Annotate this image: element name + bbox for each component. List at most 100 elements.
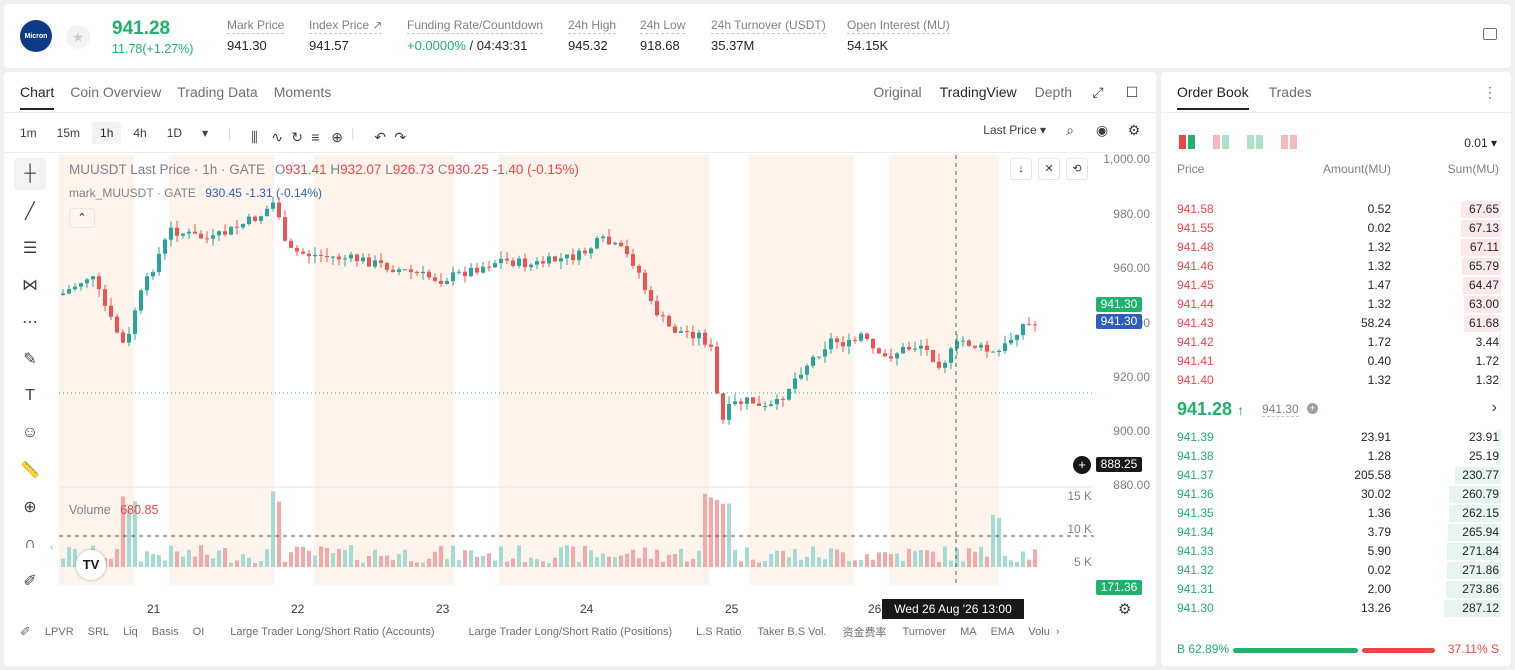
- indicator-ls-ratio[interactable]: L.S Ratio: [696, 626, 742, 638]
- bid-row[interactable]: 941.30 13.26 287.12: [1177, 599, 1501, 618]
- fib-tool-icon[interactable]: ⋯: [22, 314, 38, 331]
- price-type-select[interactable]: Last Price ▾: [983, 123, 1046, 137]
- ask-row[interactable]: 941.55 0.02 67.13: [1177, 219, 1501, 238]
- sum-cell: 3.44: [1475, 335, 1499, 349]
- ask-row[interactable]: 941.42 1.72 3.44: [1177, 333, 1501, 352]
- ask-row[interactable]: 941.58 0.52 67.65: [1177, 200, 1501, 219]
- refresh-icon[interactable]: ↻: [291, 129, 303, 145]
- candlestick-chart[interactable]: [59, 155, 1094, 585]
- indicator-ma[interactable]: MA: [960, 626, 977, 638]
- indicator-ema[interactable]: EMA: [990, 626, 1015, 638]
- ask-row[interactable]: 941.46 1.32 65.79: [1177, 257, 1501, 276]
- bid-row[interactable]: 941.39 23.91 23.91: [1177, 428, 1501, 447]
- pattern-tool-icon[interactable]: ⋈: [22, 277, 38, 294]
- timeframe-1m[interactable]: 1m: [20, 126, 37, 140]
- indicator-taker-vol[interactable]: Taker B.S Vol.: [757, 626, 827, 638]
- template-icon[interactable]: ≡: [311, 129, 320, 145]
- indicator-srl[interactable]: SRL: [87, 626, 110, 638]
- sum-cell: 23.91: [1468, 430, 1499, 444]
- camera-icon[interactable]: ◉: [1095, 122, 1109, 138]
- trendline-tool-icon[interactable]: ╱: [25, 203, 35, 220]
- pencil-tool-icon[interactable]: ✐: [23, 573, 37, 590]
- collapse-legend-chevron-up-icon[interactable]: ⌃: [69, 208, 95, 228]
- bid-row[interactable]: 941.35 1.36 262.15: [1177, 504, 1501, 523]
- bid-row[interactable]: 941.38 1.28 25.19: [1177, 447, 1501, 466]
- book-icon[interactable]: [1483, 28, 1497, 40]
- tab-depth[interactable]: Depth: [1034, 84, 1072, 100]
- indicators-icon[interactable]: ∿: [271, 129, 283, 145]
- timeframe-1h[interactable]: 1h: [92, 122, 122, 144]
- channel-tool-icon[interactable]: ☰: [22, 240, 38, 257]
- brush-tool-icon[interactable]: ✎: [23, 351, 37, 368]
- expand-icon[interactable]: ⤢: [1092, 84, 1104, 100]
- shield-info-icon[interactable]: +: [1307, 403, 1318, 414]
- magnet-tool-icon[interactable]: ∩: [24, 535, 36, 552]
- layout-bids-icon[interactable]: [1247, 135, 1263, 149]
- indicator-positions-ratio[interactable]: Large Trader Long/Short Ratio (Positions…: [468, 626, 673, 638]
- ask-row[interactable]: 941.44 1.32 63.00: [1177, 295, 1501, 314]
- candle-body: [523, 258, 527, 268]
- precision-select[interactable]: 0.01 ▾: [1464, 136, 1497, 150]
- redo-icon[interactable]: ↷: [394, 129, 407, 145]
- timeframe-15m[interactable]: 15m: [56, 126, 81, 140]
- indicator-liq[interactable]: Liq: [123, 626, 138, 638]
- favorite-star-icon[interactable]: ★: [66, 25, 90, 49]
- more-vertical-icon[interactable]: ⋮: [1483, 84, 1497, 100]
- settings-gear-icon[interactable]: ⚙: [1127, 122, 1141, 138]
- indicator-funding-rate[interactable]: 资金费率: [842, 627, 887, 639]
- bid-row[interactable]: 941.37 205.58 230.77: [1177, 466, 1501, 485]
- tab-original[interactable]: Original: [873, 84, 922, 100]
- tab-tradingview[interactable]: TradingView: [939, 84, 1017, 100]
- volume-bar: [865, 554, 869, 567]
- index-price-stat[interactable]: Index Price ↗ 941.57: [309, 18, 383, 53]
- edit-icon[interactable]: ✐: [20, 624, 31, 639]
- bid-row[interactable]: 941.34 3.79 265.94: [1177, 523, 1501, 542]
- zoom-in-tool-icon[interactable]: ⊕: [23, 499, 37, 516]
- search-icon[interactable]: ⌕: [1066, 122, 1074, 138]
- bid-row[interactable]: 941.33 5.90 271.84: [1177, 542, 1501, 561]
- toggle-icon[interactable]: ⟲: [1066, 158, 1088, 180]
- bid-row[interactable]: 941.36 30.02 260.79: [1177, 485, 1501, 504]
- indicator-turnover[interactable]: Turnover: [902, 626, 947, 638]
- crosshair-tool-icon[interactable]: ┼: [14, 158, 46, 190]
- indicator-oi[interactable]: OI: [192, 626, 205, 638]
- ask-row[interactable]: 941.40 1.32 1.32: [1177, 371, 1501, 390]
- timeframe-dropdown-icon[interactable]: ▾: [202, 126, 209, 140]
- add-alert-plus-icon[interactable]: +: [1073, 456, 1091, 474]
- indicator-accounts-ratio[interactable]: Large Trader Long/Short Ratio (Accounts): [230, 626, 435, 638]
- bid-row[interactable]: 941.32 0.02 271.86: [1177, 561, 1501, 580]
- timeframe-4h[interactable]: 4h: [133, 126, 147, 140]
- scroll-down-icon[interactable]: ↓: [1010, 158, 1032, 180]
- indicator-volume[interactable]: Volu: [1028, 626, 1050, 638]
- tab-coin-overview[interactable]: Coin Overview: [70, 84, 162, 100]
- indicator-lpvr[interactable]: LPVR: [44, 626, 74, 638]
- ask-row[interactable]: 941.41 0.40 1.72: [1177, 352, 1501, 371]
- tab-trades[interactable]: Trades: [1268, 84, 1312, 100]
- ask-row[interactable]: 941.48 1.32 67.11: [1177, 238, 1501, 257]
- undo-icon[interactable]: ↶: [374, 129, 387, 145]
- tab-chart[interactable]: Chart: [20, 84, 55, 110]
- ruler-tool-icon[interactable]: 📏: [20, 462, 40, 479]
- text-tool-icon[interactable]: T: [25, 387, 35, 404]
- candlestick-icon[interactable]: ⫼: [251, 129, 258, 145]
- indicator-basis[interactable]: Basis: [151, 626, 179, 638]
- layout-asks-icon[interactable]: [1281, 135, 1297, 149]
- chevron-right-icon[interactable]: ›: [1055, 626, 1060, 638]
- close-x-icon[interactable]: ✕: [1038, 158, 1060, 180]
- chevron-right-icon[interactable]: ›: [1491, 399, 1497, 416]
- timeframe-1d[interactable]: 1D: [166, 126, 183, 140]
- add-indicator-icon[interactable]: ⊕: [331, 129, 343, 145]
- layout-split-icon[interactable]: [1213, 135, 1229, 149]
- ask-row[interactable]: 941.45 1.47 64.47: [1177, 276, 1501, 295]
- collapse-left-chevron-icon[interactable]: ‹: [50, 542, 54, 553]
- emoji-tool-icon[interactable]: ☺: [21, 424, 39, 441]
- layout-both-icon[interactable]: [1179, 135, 1195, 149]
- window-icon[interactable]: ☐: [1125, 84, 1139, 100]
- tab-order-book[interactable]: Order Book: [1177, 84, 1249, 110]
- tab-moments[interactable]: Moments: [273, 84, 332, 100]
- bid-row[interactable]: 941.31 2.00 273.86: [1177, 580, 1501, 599]
- tab-trading-data[interactable]: Trading Data: [177, 84, 258, 100]
- ask-row[interactable]: 941.43 58.24 61.68: [1177, 314, 1501, 333]
- orderbook-tabs: Order Book Trades: [1177, 84, 1312, 110]
- settings-gear-icon[interactable]: ⚙: [1118, 601, 1132, 618]
